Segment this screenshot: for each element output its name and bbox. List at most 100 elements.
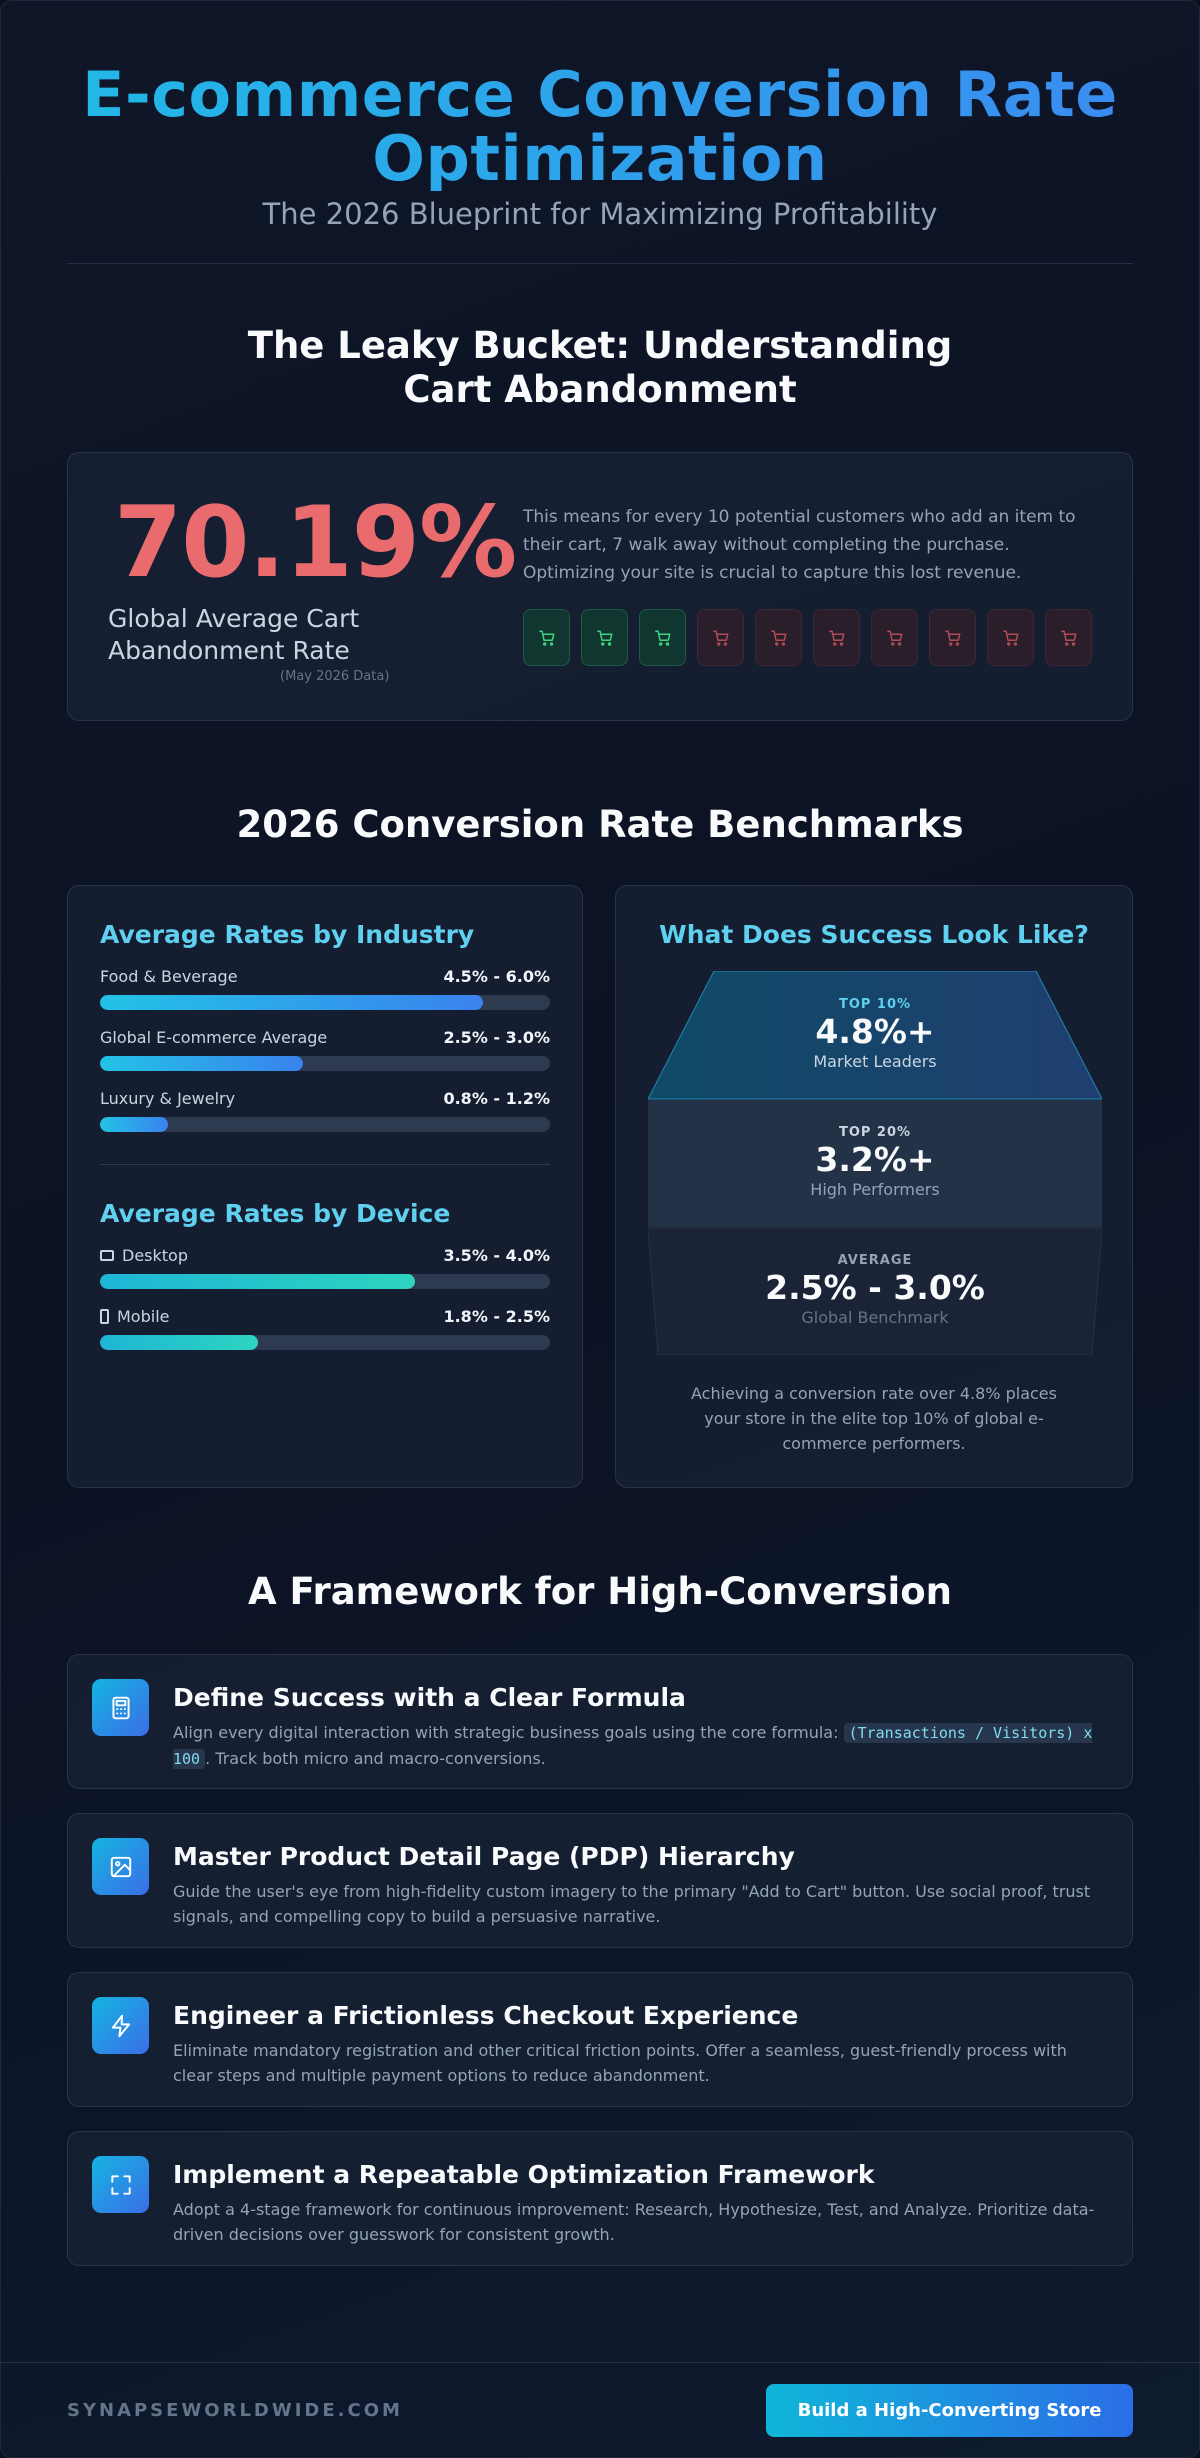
rate-bar-value: 1.8% - 2.5% [443, 1307, 550, 1326]
tier-value: 3.2%+ [815, 1140, 935, 1179]
step-optimization-framework: Implement a Repeatable Optimization Fram… [67, 2131, 1133, 2266]
brand-name: SYNAPSEWORLDWIDE.COM [67, 2399, 403, 2421]
rate-bar-track [100, 1117, 550, 1132]
hero-header: E-commerce Conversion Rate Optimization … [67, 1, 1133, 264]
tier-top-20: TOP 20% 3.2%+ High Performers [648, 1125, 1102, 1199]
mobile-icon [100, 1309, 109, 1324]
completed-cart-icon [581, 609, 628, 666]
rate-bar-label: Global E-commerce Average [100, 1028, 328, 1047]
tier-top-10: TOP 10% 4.8%+ Market Leaders [648, 997, 1102, 1071]
abandoned-cart-icon [1045, 609, 1092, 666]
desktop-icon [100, 1250, 114, 1261]
rate-bar-item: Global E-commerce Average 2.5% - 3.0% [100, 1028, 550, 1071]
step-description: Eliminate mandatory registration and oth… [173, 2041, 1067, 2085]
step-description: Guide the user's eye from high-fidelity … [173, 1882, 1091, 1926]
benchmarks-section-title: 2026 Conversion Rate Benchmarks [236, 803, 964, 846]
framework-section-title: A Framework for High-Conversion [248, 1570, 952, 1613]
rate-bar-track [100, 1335, 550, 1350]
abandoned-cart-icon [697, 609, 744, 666]
benchmarks-row: Average Rates by Industry Food & Beverag… [67, 885, 1133, 1488]
tier-tag: TOP 10% [838, 997, 912, 1012]
completed-cart-icon [639, 609, 686, 666]
rate-bar-label: Luxury & Jewelry [100, 1089, 236, 1108]
rate-bar-item: Luxury & Jewelry 0.8% - 1.2% [100, 1089, 550, 1132]
funnel-shapes [648, 971, 1102, 1355]
rate-bar-label: Desktop [122, 1246, 188, 1265]
page-title: E-commerce Conversion Rate Optimization [67, 63, 1133, 191]
step-define-success: Define Success with a Clear Formula Alig… [67, 1654, 1133, 1789]
framework-steps: Define Success with a Clear Formula Alig… [67, 1654, 1133, 2266]
tier-value: 4.8%+ [815, 1012, 935, 1051]
rate-bar-item: Mobile 1.8% - 2.5% [100, 1307, 550, 1350]
rates-divider [100, 1164, 550, 1165]
funnel-tier-middle [648, 1100, 1102, 1227]
abandonment-stat: 70.19% Global Average Cart Abandonment R… [108, 453, 523, 720]
rate-bar-label: Food & Beverage [100, 967, 238, 986]
funnel-tier-top [648, 971, 1102, 1100]
device-heading: Average Rates by Device [100, 1199, 451, 1228]
rate-bar-value: 2.5% - 3.0% [443, 1028, 550, 1047]
rate-bar-name: Food & Beverage [100, 967, 238, 986]
rate-bar-name: Luxury & Jewelry [100, 1089, 235, 1108]
rate-bar-value: 4.5% - 6.0% [443, 967, 550, 986]
rate-bar-fill [100, 1056, 303, 1071]
rate-bar-name: Desktop [100, 1246, 188, 1265]
industry-bar-list: Food & Beverage 4.5% - 6.0% Global E-comme… [100, 967, 550, 1132]
rate-bar-fill [100, 1274, 415, 1289]
abandoned-cart-icon [987, 609, 1034, 666]
success-card: What Does Success Look Like? [615, 885, 1133, 1488]
step-frictionless-checkout: Engineer a Frictionless Checkout Experie… [67, 1972, 1133, 2107]
tier-label: High Performers [810, 1180, 940, 1199]
funnel-tier-bottom [648, 1227, 1102, 1355]
tier-average: AVERAGE 2.5% - 3.0% Global Benchmark [648, 1253, 1102, 1327]
abandoned-cart-icon [813, 609, 860, 666]
abandoned-cart-icon [871, 609, 918, 666]
device-bar-list: Desktop 3.5% - 4.0% Mobile 1.8% - 2.5% [100, 1246, 550, 1350]
rate-bar-track [100, 1056, 550, 1071]
rate-bar-track [100, 995, 550, 1010]
abandonment-rate-label: Global Average Cart Abandonment Rate [108, 604, 360, 665]
success-heading: What Does Success Look Like? [659, 920, 1089, 949]
rate-bar-value: 3.5% - 4.0% [443, 1246, 550, 1265]
tier-value: 2.5% - 3.0% [765, 1268, 985, 1307]
rate-bar-fill [100, 1117, 168, 1132]
build-store-button[interactable]: Build a High-Converting Store [766, 2383, 1133, 2437]
industry-heading: Average Rates by Industry [100, 920, 475, 949]
step-description-end: . Track both micro and macro-conversions… [205, 1749, 546, 1768]
header-divider [67, 263, 1133, 264]
abandonment-section-title: The Leaky Bucket: Understanding Cart Aba… [247, 324, 953, 411]
rate-bar-item: Food & Beverage 4.5% - 6.0% [100, 967, 550, 1010]
rate-bar-value: 0.8% - 1.2% [443, 1089, 550, 1108]
rate-bar-fill [100, 1335, 258, 1350]
calculator-icon [92, 1679, 149, 1736]
abandonment-description: This means for every 10 potential custom… [523, 507, 1076, 583]
image-icon [92, 1838, 149, 1895]
cart-icon-row [523, 609, 1092, 666]
rate-bar-name: Global E-commerce Average [100, 1028, 327, 1047]
tier-tag: AVERAGE [837, 1253, 913, 1268]
step-title: Implement a Repeatable Optimization Fram… [173, 2160, 875, 2189]
completed-cart-icon [523, 609, 570, 666]
page-footer: SYNAPSEWORLDWIDE.COM Build a High-Conver… [1, 2362, 1199, 2457]
step-title: Engineer a Frictionless Checkout Experie… [173, 2001, 799, 2030]
frame-corners-icon [92, 2156, 149, 2213]
abandoned-cart-icon [755, 609, 802, 666]
step-title: Define Success with a Clear Formula [173, 1683, 686, 1712]
tier-tag: TOP 20% [838, 1125, 912, 1140]
rate-bar-fill [100, 995, 483, 1010]
step-description-start: Align every digital interaction with str… [173, 1723, 844, 1742]
tier-label: Global Benchmark [801, 1308, 949, 1327]
page-subtitle: The 2026 Blueprint for Maximizing Profit… [262, 197, 938, 231]
abandonment-rate-value: 70.19% [114, 486, 517, 600]
lightning-icon [92, 1997, 149, 2054]
abandonment-card: 70.19% Global Average Cart Abandonment R… [67, 452, 1133, 721]
success-funnel: TOP 10% 4.8%+ Market Leaders TOP 20% 3.2… [648, 971, 1102, 1355]
rate-bar-name: Mobile [100, 1307, 169, 1326]
rate-bar-label: Mobile [117, 1307, 170, 1326]
abandoned-cart-icon [929, 609, 976, 666]
tier-label: Market Leaders [813, 1052, 937, 1071]
step-title: Master Product Detail Page (PDP) Hierarc… [173, 1842, 795, 1871]
abandonment-explanation: This means for every 10 potential custom… [523, 453, 1092, 720]
rates-card: Average Rates by Industry Food & Beverag… [67, 885, 583, 1488]
